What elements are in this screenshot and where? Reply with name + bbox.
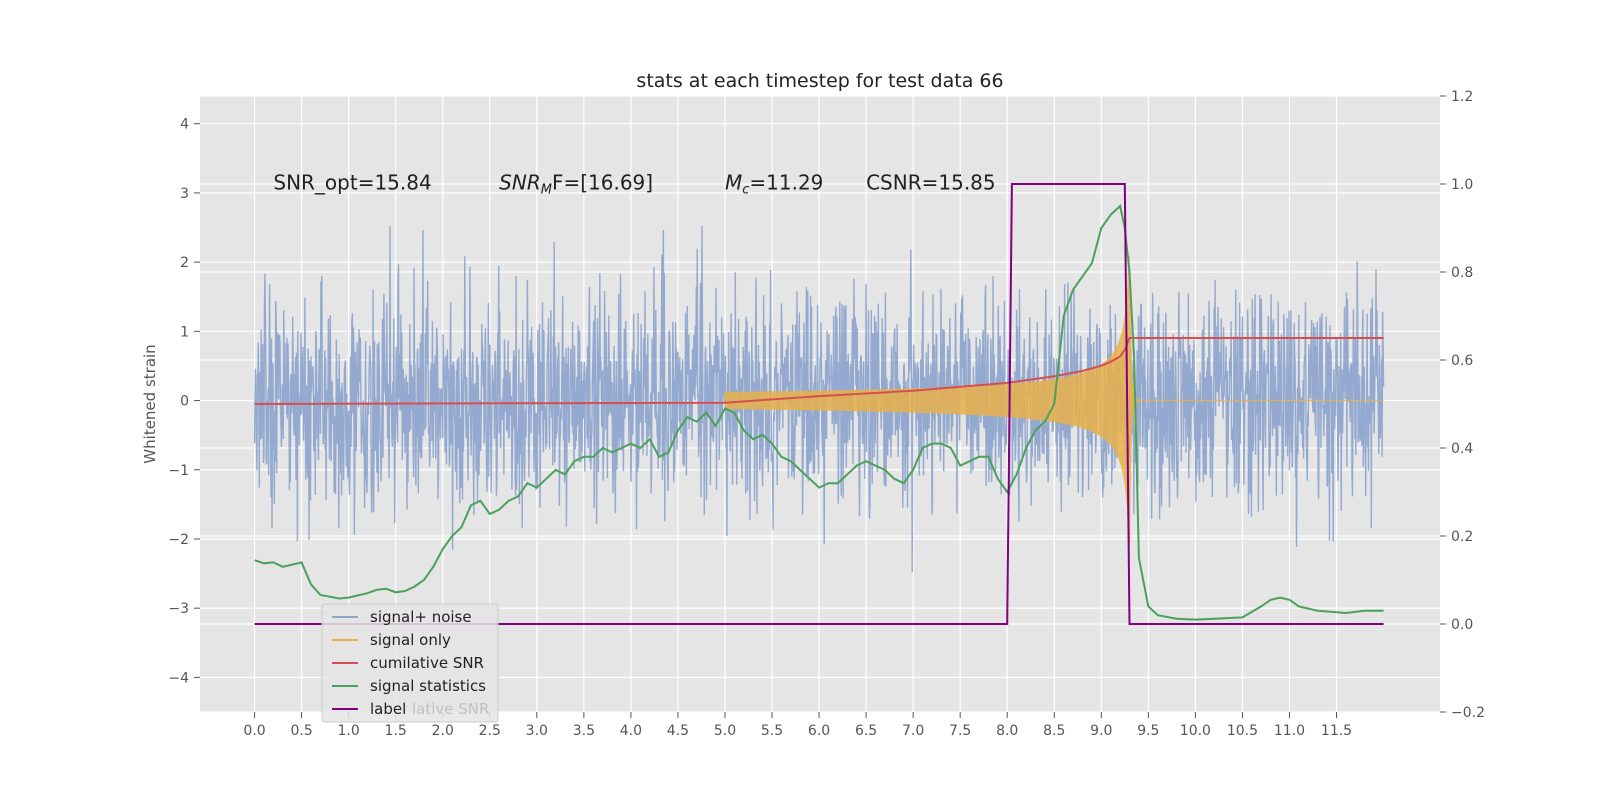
y2-tick-label: 0.0	[1451, 617, 1473, 633]
x-tick-label: 2.5	[479, 723, 501, 739]
legend: signal+ noise signal only cumilative SNR si…	[321, 603, 499, 723]
x-tick-label: 6.0	[808, 723, 830, 739]
annotations: SNR_opt=15.84 SNRMF=[16.69] Mc=11.29 CSNR=1…	[273, 171, 995, 198]
x-tick-label: 9.5	[1137, 723, 1159, 739]
series-line-signal-statistics	[254, 204, 1384, 621]
y2-tick-label: 1.2	[1451, 89, 1473, 105]
x-tick-label: 3.5	[573, 723, 595, 739]
x-tick-label: 4.0	[620, 723, 642, 739]
legend-entry: label	[370, 700, 406, 718]
x-tick-label: 1.0	[338, 723, 360, 739]
y-tick-label: 3	[180, 186, 189, 202]
x-tick-label: 5.5	[761, 723, 783, 739]
y-tick-label: 2	[180, 255, 189, 271]
x-tick-label: 4.5	[667, 723, 689, 739]
annotation-rest: =11.29	[749, 171, 823, 195]
annotation-main: M	[725, 171, 742, 195]
legend-entry: cumilative SNR	[370, 654, 484, 672]
x-tick-label: 6.5	[855, 723, 877, 739]
y2-tick-label: 1.0	[1451, 177, 1473, 193]
x-tick-label: 0.0	[243, 723, 265, 739]
y-tick-label: −4	[168, 670, 189, 686]
y2-tick-label: 0.2	[1451, 529, 1473, 545]
legend-box	[321, 603, 499, 723]
y2-tick-label: 0.6	[1451, 353, 1473, 369]
x-tick-label: 10.0	[1180, 723, 1211, 739]
y-tick-label: −2	[168, 532, 189, 548]
annotation: SNRMF=[16.69]	[499, 171, 653, 198]
x-tick-label: 9.0	[1090, 723, 1112, 739]
annotation: CSNR=15.85	[866, 171, 996, 195]
annotation-rest: F=[16.69]	[552, 171, 653, 195]
y2-tick-label: −0.2	[1451, 705, 1485, 721]
y-tick-label: −1	[168, 463, 189, 479]
legend-entry: signal only	[370, 631, 451, 649]
legend-entry: signal statistics	[370, 677, 486, 695]
x-tick-label: 2.0	[432, 723, 454, 739]
annotation-sub: M	[541, 183, 552, 198]
annotation-main: SNR	[499, 171, 541, 195]
x-tick-label: 7.5	[949, 723, 971, 739]
x-tick-label: 11.5	[1321, 723, 1352, 739]
x-tick-label: 5.0	[714, 723, 736, 739]
signal-only-series	[724, 255, 1384, 546]
y-tick-label: 0	[180, 394, 189, 410]
axes: 0.0 0.5 1.0 1.5 2.0 2.5 3.0 3.5 4.0 4.5 5.0 5.5 6.0 6…	[168, 89, 1485, 739]
chart-title: stats at each timestep for test data 66	[636, 70, 1003, 92]
y2-tick-label: 0.8	[1451, 265, 1473, 281]
y-tick-label: 4	[180, 117, 189, 133]
annotation: SNR_opt=15.84	[273, 171, 431, 195]
x-tick-label: 11.0	[1274, 723, 1305, 739]
legend-entry: signal+ noise	[370, 608, 472, 626]
x-tick-label: 0.5	[290, 723, 312, 739]
y-tick-label: −3	[168, 601, 189, 617]
legend-ghost-text: lative SNR	[412, 700, 489, 718]
x-tick-label: 1.5	[385, 723, 407, 739]
y2-tick-label: 0.4	[1451, 441, 1473, 457]
series-line-cumilative-snr	[254, 337, 1384, 405]
y-tick-label: 1	[180, 324, 189, 340]
x-tick-label: 7.0	[902, 723, 924, 739]
annotation-sub: c	[742, 183, 749, 198]
x-tick-label: 10.5	[1227, 723, 1258, 739]
annotation: Mc=11.29	[725, 171, 823, 198]
y-axis-label: Whitened strain	[141, 344, 159, 463]
line-series	[254, 183, 1384, 625]
x-tick-label: 3.0	[526, 723, 548, 739]
x-tick-label: 8.0	[996, 723, 1018, 739]
signal-only-line	[724, 255, 1384, 546]
x-tick-label: 8.5	[1043, 723, 1065, 739]
series-line-label	[254, 183, 1384, 625]
